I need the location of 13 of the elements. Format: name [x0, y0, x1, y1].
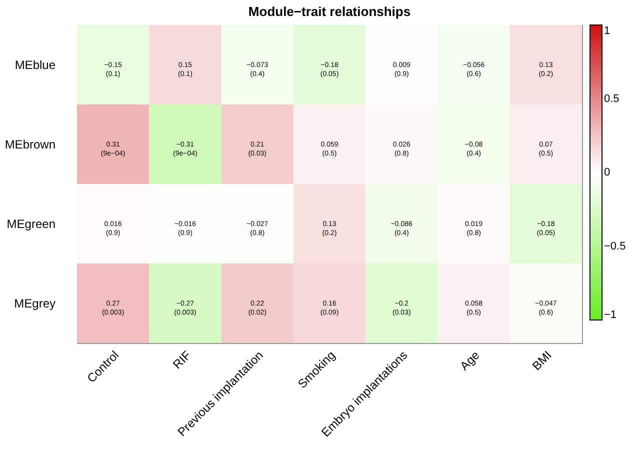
color-bar-label: 0 — [604, 166, 610, 178]
y-tick-label: MEbrown — [4, 137, 56, 152]
y-tick-label: MEgreen — [6, 216, 56, 231]
y-tick-label: MEblue — [14, 58, 56, 72]
x-tick-label: BMI — [529, 348, 554, 374]
x-tick-label: Age — [457, 348, 482, 374]
color-bar-label: 1 — [604, 25, 610, 37]
color-bar-label: −1 — [604, 309, 617, 321]
color-bar-label: −0.5 — [604, 240, 626, 252]
chart-title: Module−trait relationships — [248, 4, 411, 19]
x-tick-label: RIF — [170, 348, 194, 372]
y-tick-label: MEgrey — [14, 296, 56, 310]
color-bar-label: 0.5 — [604, 92, 620, 105]
